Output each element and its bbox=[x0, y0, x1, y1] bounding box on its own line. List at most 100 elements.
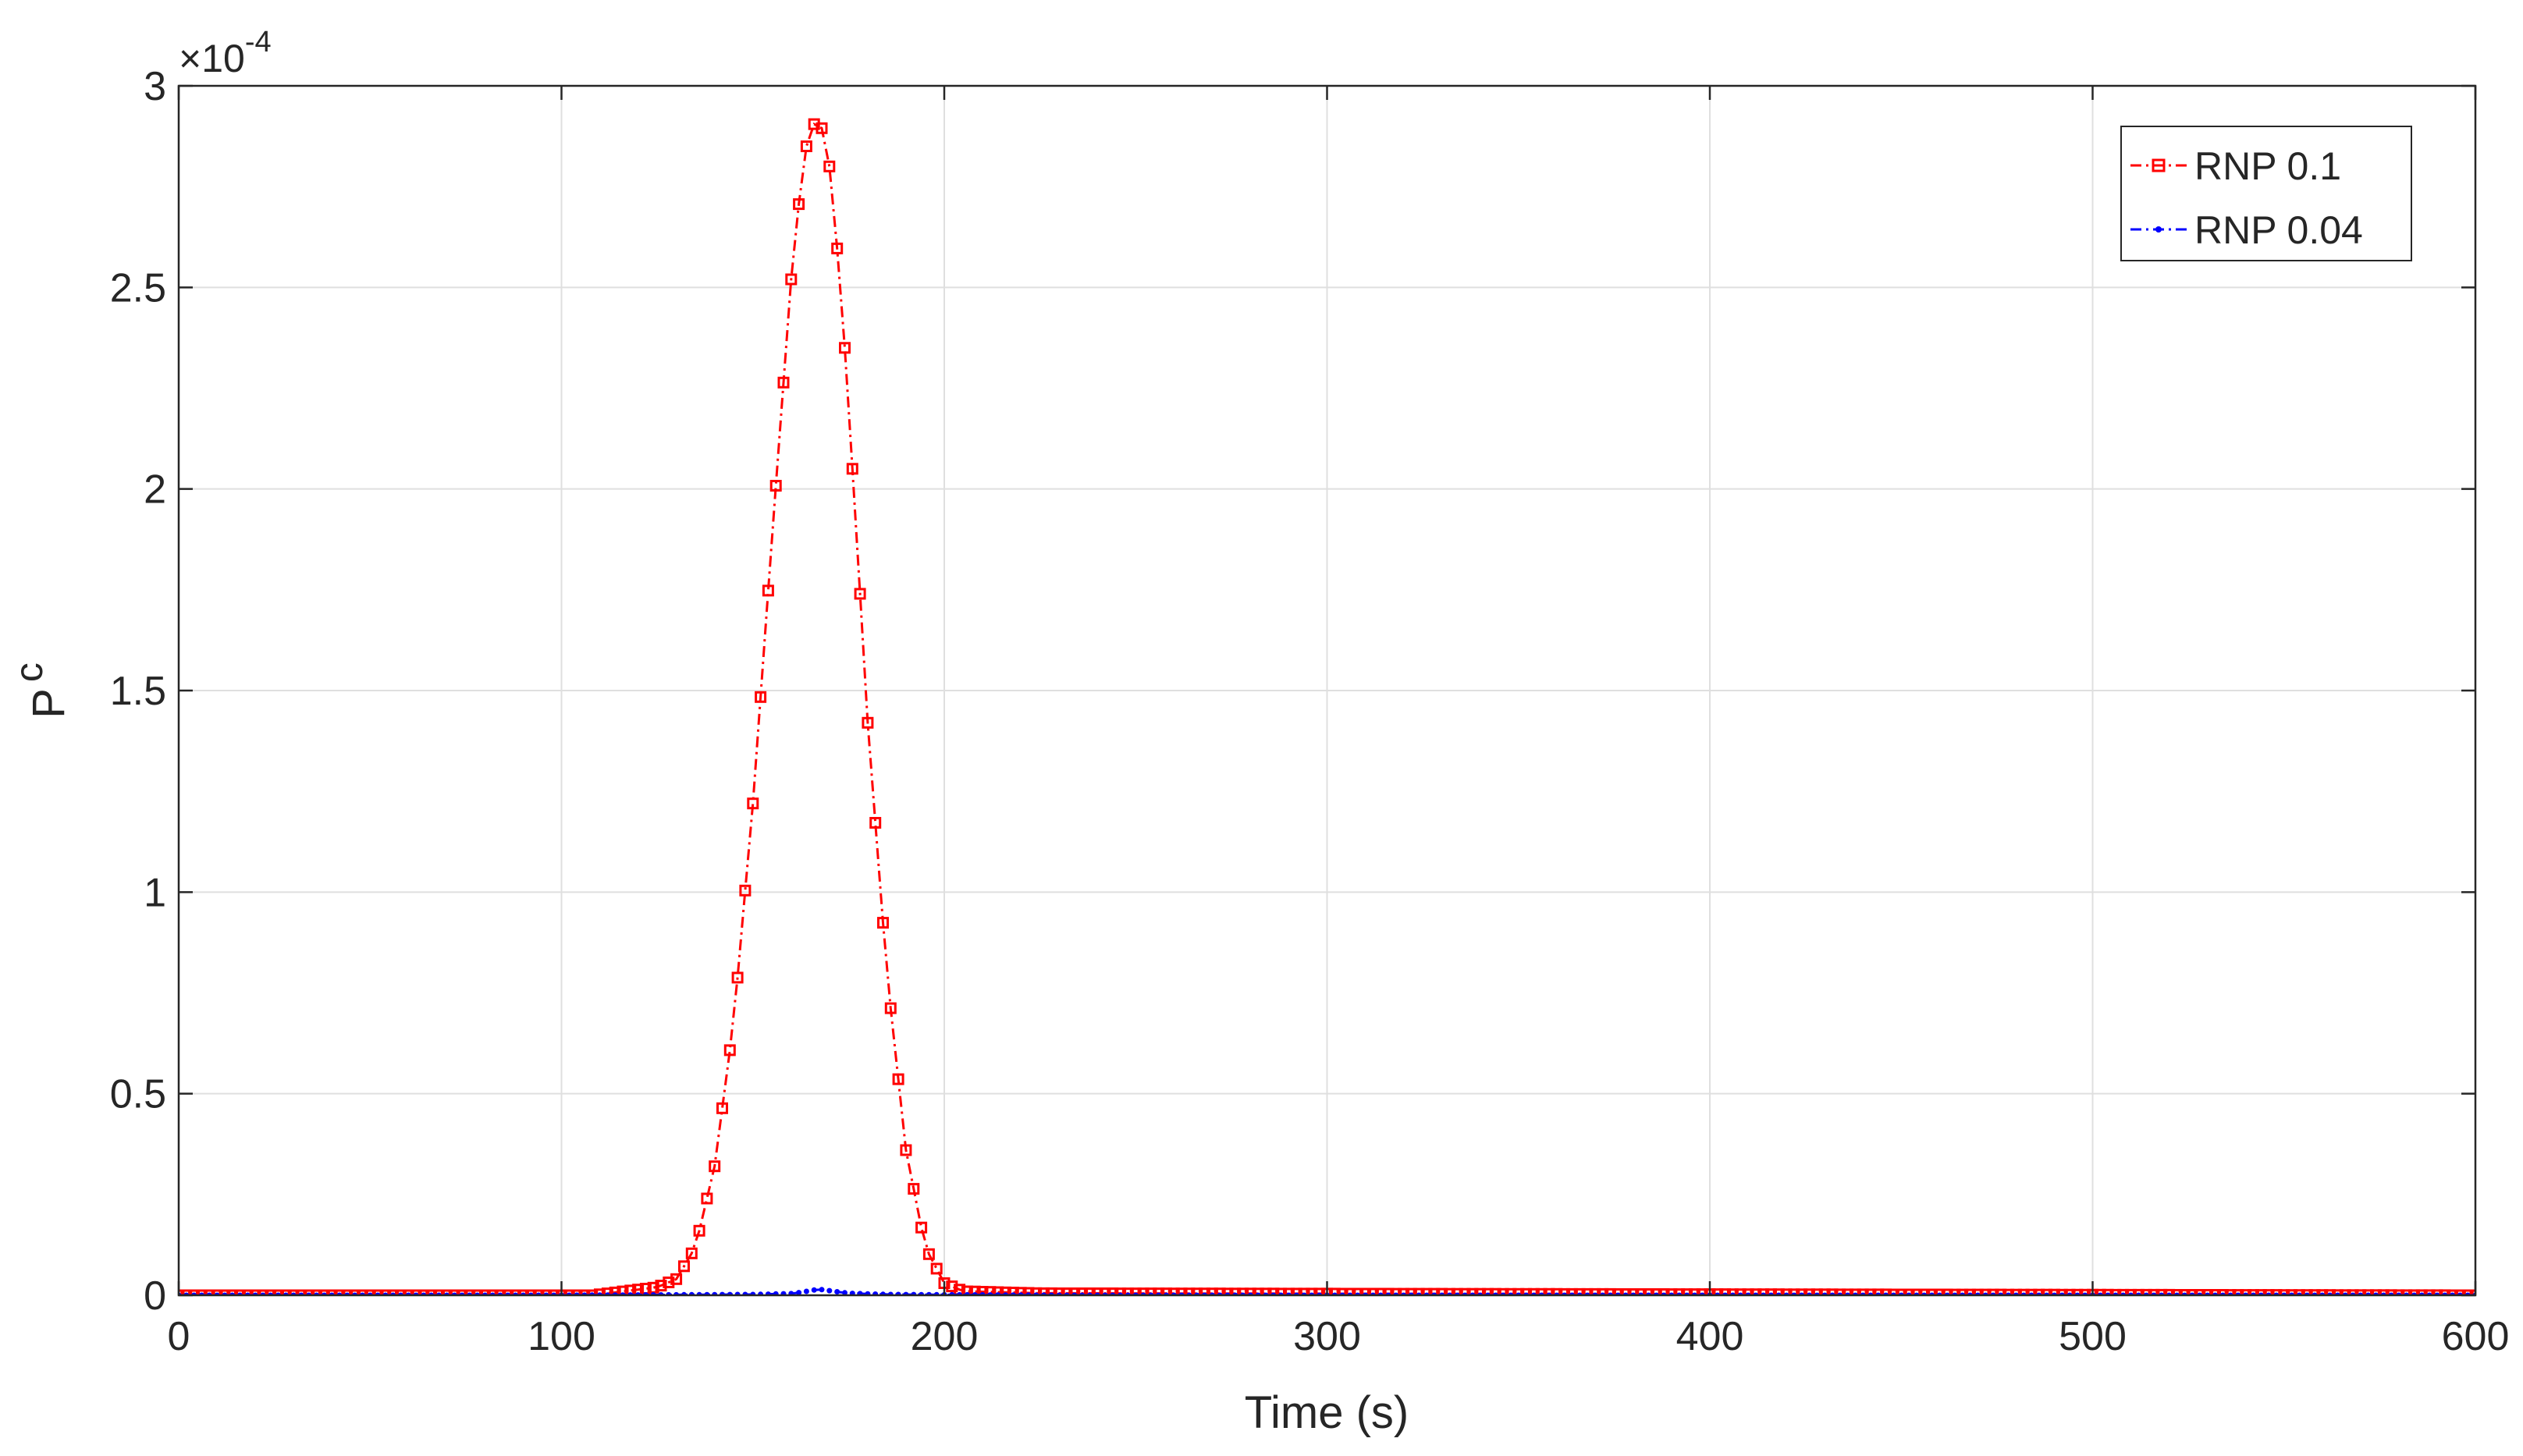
series-0-point-37 bbox=[456, 1289, 468, 1295]
series-0-point-115 bbox=[1053, 1287, 1065, 1295]
y-multiplier-base: ×10 bbox=[179, 37, 245, 80]
series-0-point-151 bbox=[1328, 1287, 1341, 1295]
y-axis-multiplier: ×10-4 bbox=[179, 26, 272, 80]
series-0-point-16 bbox=[295, 1289, 307, 1295]
series-0-point-117 bbox=[1068, 1287, 1081, 1295]
x-tick-label-6: 600 bbox=[2442, 1314, 2510, 1359]
legend-swatch-marker-rnp-0-04 bbox=[2155, 226, 2162, 233]
series-0-point-113 bbox=[1038, 1287, 1050, 1295]
series-0-point-108 bbox=[1000, 1286, 1011, 1295]
series-0-point-87 bbox=[839, 342, 851, 354]
series-0-point-18 bbox=[311, 1289, 323, 1295]
series-0-point-141 bbox=[1252, 1287, 1264, 1295]
series-0-point-5 bbox=[211, 1289, 223, 1295]
series-0-point-52 bbox=[570, 1289, 583, 1295]
series-0-point-85 bbox=[823, 160, 836, 172]
series-0-point-23 bbox=[349, 1289, 361, 1295]
series-0-point-89 bbox=[854, 588, 866, 600]
series-0-point-97 bbox=[915, 1221, 928, 1234]
series-0-point-109 bbox=[1007, 1287, 1019, 1295]
series-0-point-124 bbox=[1121, 1287, 1134, 1295]
x-tick-label-1: 100 bbox=[528, 1314, 595, 1359]
series-0-point-58 bbox=[617, 1285, 629, 1295]
series-0-point-92 bbox=[877, 917, 889, 929]
series-0-point-41 bbox=[486, 1289, 499, 1295]
series-0-point-7 bbox=[226, 1289, 239, 1295]
series-0-point-33 bbox=[425, 1289, 438, 1295]
series-0-point-35 bbox=[440, 1289, 453, 1295]
series-0-point-99 bbox=[930, 1262, 943, 1275]
series-0-point-111 bbox=[1022, 1287, 1035, 1295]
series-0-point-69 bbox=[701, 1192, 713, 1205]
y-axis-label-sub: c bbox=[7, 662, 51, 682]
x-tick-label-5: 500 bbox=[2059, 1314, 2127, 1359]
series-0-point-166 bbox=[1444, 1287, 1455, 1295]
series-0-point-1 bbox=[180, 1289, 193, 1295]
series-0-point-154 bbox=[1352, 1287, 1364, 1295]
grid bbox=[179, 86, 2475, 1295]
series-0-point-30 bbox=[402, 1289, 414, 1295]
series-0-point-143 bbox=[1267, 1287, 1280, 1295]
series-0-point-182 bbox=[1565, 1287, 1578, 1295]
x-axis-label: Time (s) bbox=[1245, 1387, 1409, 1438]
series-0-point-181 bbox=[1558, 1287, 1571, 1295]
series-0-point-163 bbox=[1420, 1287, 1433, 1295]
series-0-point-153 bbox=[1344, 1287, 1356, 1295]
series-0-point-131 bbox=[1175, 1287, 1188, 1295]
series-0-point-40 bbox=[478, 1289, 491, 1295]
legend-label-rnp-0-1: RNP 0.1 bbox=[2194, 144, 2341, 188]
series-0-point-71 bbox=[716, 1102, 728, 1114]
series-0-point-175 bbox=[1512, 1287, 1525, 1295]
series-0-point-21 bbox=[333, 1289, 346, 1295]
series-0-point-38 bbox=[464, 1289, 476, 1295]
series-0-point-28 bbox=[387, 1289, 400, 1295]
series-0-point-121 bbox=[1099, 1287, 1111, 1295]
series-0-point-76 bbox=[755, 691, 767, 703]
series-0-point-138 bbox=[1229, 1287, 1242, 1295]
legend-entry-rnp-0-1: RNP 0.1 bbox=[2130, 144, 2341, 188]
series-0-point-183 bbox=[1573, 1287, 1586, 1295]
series-0-point-107 bbox=[992, 1286, 1004, 1295]
series-0-point-65 bbox=[670, 1273, 683, 1285]
series-0-point-155 bbox=[1359, 1287, 1372, 1295]
series-0-point-148 bbox=[1306, 1287, 1318, 1295]
series-1-point-90 bbox=[865, 1291, 871, 1295]
legend-entry-rnp-0-04: RNP 0.04 bbox=[2130, 208, 2363, 252]
y-tick-label-4: 2 bbox=[144, 467, 166, 513]
series-0-point-142 bbox=[1260, 1287, 1272, 1295]
series-0-point-168 bbox=[1459, 1287, 1471, 1295]
series-0-point-56 bbox=[601, 1287, 613, 1295]
series-0-point-106 bbox=[984, 1286, 997, 1295]
y-tick-label-0: 0 bbox=[144, 1273, 166, 1319]
series-1-point-84 bbox=[819, 1287, 825, 1293]
series-0-point-179 bbox=[1543, 1287, 1555, 1295]
series-1-point-78 bbox=[773, 1291, 779, 1295]
series-0-point-140 bbox=[1244, 1287, 1256, 1295]
series-0-point-112 bbox=[1030, 1287, 1043, 1295]
series-0-point-95 bbox=[900, 1144, 912, 1156]
series-0-point-123 bbox=[1114, 1287, 1127, 1295]
series-0-point-84 bbox=[816, 122, 828, 134]
series-0-point-74 bbox=[739, 884, 752, 897]
series-0-point-122 bbox=[1107, 1287, 1119, 1295]
series-0-point-51 bbox=[563, 1289, 575, 1295]
series-0-point-206 bbox=[1750, 1288, 1762, 1295]
series-0-point-32 bbox=[418, 1289, 430, 1295]
series-0-point-64 bbox=[663, 1277, 675, 1288]
series-0-point-103 bbox=[961, 1285, 973, 1295]
series-0-point-158 bbox=[1382, 1287, 1395, 1295]
series-0-point-91 bbox=[869, 817, 882, 829]
series-0-point-27 bbox=[379, 1289, 392, 1295]
series-0-point-24 bbox=[356, 1289, 368, 1295]
series-0-point-127 bbox=[1145, 1287, 1157, 1295]
series-0-point-66 bbox=[678, 1260, 690, 1273]
series-0-point-4 bbox=[203, 1289, 215, 1295]
series-0-point-79 bbox=[777, 376, 790, 389]
series-0-point-12 bbox=[265, 1289, 277, 1295]
series-0-point-11 bbox=[257, 1289, 269, 1295]
series-1-point-85 bbox=[826, 1287, 833, 1294]
series-0-point-157 bbox=[1374, 1287, 1387, 1295]
series-0-point-90 bbox=[862, 716, 874, 729]
series-0-point-174 bbox=[1505, 1287, 1517, 1295]
series-0-point-139 bbox=[1237, 1287, 1249, 1295]
